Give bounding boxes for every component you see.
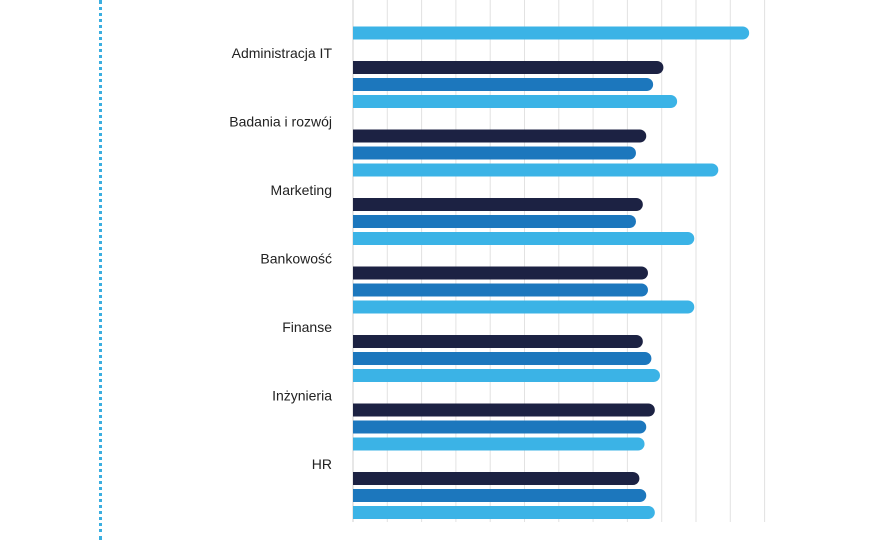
bar-series-1-row-6 xyxy=(353,403,655,417)
category-label: Administracja IT xyxy=(232,45,333,61)
category-label: HR xyxy=(312,456,332,472)
bar-series-1-row-1 xyxy=(353,61,664,74)
bar-series-2-row-6 xyxy=(353,420,647,434)
bar-left-cap xyxy=(353,283,360,297)
bar-left-cap xyxy=(353,472,360,485)
bar-series-3-row-2 xyxy=(353,163,719,177)
bar-left-cap xyxy=(353,232,360,245)
bar-series-1-row-3 xyxy=(353,198,643,211)
bar-left-cap xyxy=(353,61,360,74)
bar-left-cap xyxy=(353,95,360,108)
bar-left-cap xyxy=(353,26,360,40)
bar-left-cap xyxy=(353,369,360,382)
bar-series-1-row-7 xyxy=(353,472,640,485)
bar-left-cap xyxy=(353,215,360,228)
bar-left-cap xyxy=(353,146,360,160)
bar-left-cap xyxy=(353,198,360,211)
dotted-divider-line xyxy=(99,0,102,540)
category-label: Badania i rozwój xyxy=(229,114,332,130)
bar-series-3-row-0 xyxy=(353,26,750,40)
bar-series-2-row-4 xyxy=(353,283,648,297)
bar-series-2-row-3 xyxy=(353,215,636,228)
bar-series-3-row-3 xyxy=(353,232,695,245)
category-label: Marketing xyxy=(271,182,332,198)
bar-left-cap xyxy=(353,78,360,91)
bar-left-cap xyxy=(353,403,360,417)
bar-series-3-row-1 xyxy=(353,95,678,108)
bar-left-cap xyxy=(353,163,360,177)
bar-series-3-row-4 xyxy=(353,300,695,314)
bar-series-1-row-4 xyxy=(353,266,648,280)
bar-series-3-row-6 xyxy=(353,437,645,451)
bar-series-2-row-2 xyxy=(353,146,636,160)
bar-series-3-row-7 xyxy=(353,506,655,519)
bar-series-3-row-5 xyxy=(353,369,660,382)
category-label: Inżynieria xyxy=(272,388,332,404)
bar-left-cap xyxy=(353,489,360,502)
bar-series-2-row-5 xyxy=(353,352,652,365)
bar-left-cap xyxy=(353,300,360,314)
bar-left-cap xyxy=(353,266,360,280)
bar-left-cap xyxy=(353,335,360,348)
bar-left-cap xyxy=(353,352,360,365)
bars xyxy=(353,26,750,519)
bar-left-cap xyxy=(353,420,360,434)
bar-left-cap xyxy=(353,437,360,451)
bar-series-1-row-2 xyxy=(353,129,647,143)
bar-left-cap xyxy=(353,506,360,519)
category-labels: Administracja IT Badania i rozwój Marketin… xyxy=(229,45,332,472)
category-label: Finanse xyxy=(282,319,332,335)
bar-left-cap xyxy=(353,129,360,143)
bar-series-2-row-7 xyxy=(353,489,647,502)
bar-series-2-row-1 xyxy=(353,78,654,91)
category-label: Bankowość xyxy=(260,251,332,267)
bar-series-1-row-5 xyxy=(353,335,643,348)
